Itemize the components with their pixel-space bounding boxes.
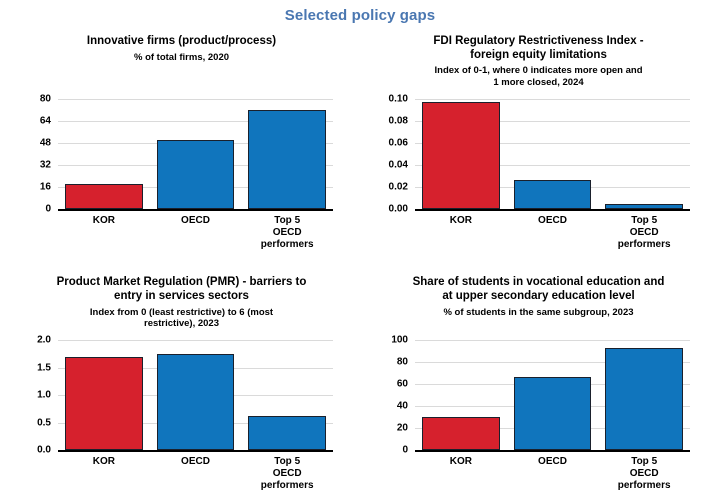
x-axis-tick-label: KOR xyxy=(92,456,115,468)
y-axis-tick-label: 1.5 xyxy=(37,362,51,374)
charts-grid: Innovative firms (product/process) % of … xyxy=(0,24,720,492)
chart-header: FDI Regulatory Restrictiveness Index - f… xyxy=(371,35,706,99)
bar-top-5-oecd-performers xyxy=(248,415,327,451)
bar-oecd xyxy=(513,180,592,209)
gridline xyxy=(58,121,333,122)
chart-title: FDI Regulatory Restrictiveness Index - f… xyxy=(433,35,644,61)
page-title: Selected policy gaps xyxy=(284,7,436,24)
bar-top-5-oecd-performers xyxy=(248,110,327,209)
x-axis-tick-label: OECD xyxy=(538,215,567,226)
gridline xyxy=(415,143,690,144)
y-axis-tick-label: 0.04 xyxy=(388,159,408,171)
y-axis-tick-label: 40 xyxy=(396,400,408,412)
gridline xyxy=(415,340,690,342)
gridline xyxy=(415,99,690,100)
plot-area: 0 20 40 60 80 100 xyxy=(391,335,690,456)
chart-header: Innovative firms (product/process) % of … xyxy=(14,35,349,99)
x-axis-labels: KOR OECD Top 5 OECD performers xyxy=(58,456,333,491)
chart-vocational-students: Share of students in vocational educatio… xyxy=(371,276,706,491)
x-axis-tick-label: Top 5 OECD performers xyxy=(260,456,314,491)
plot-area: 0 16 32 48 64 80 xyxy=(40,94,333,215)
x-axis-tick-label: Top 5 OECD performers xyxy=(617,215,671,250)
y-axis-tick-label: 0.10 xyxy=(388,93,408,105)
x-axis-tick-label: KOR xyxy=(449,215,472,226)
bar-oecd xyxy=(156,353,235,451)
y-axis-tick-label: 0.02 xyxy=(388,181,408,193)
bar-oecd xyxy=(513,376,592,451)
chart-title: Innovative firms (product/process) xyxy=(86,35,277,47)
x-axis-labels: KOR OECD Top 5 OECD performers xyxy=(415,215,690,250)
bar-kor xyxy=(64,356,143,451)
chart-pmr-barriers: Product Market Regulation (PMR) - barrie… xyxy=(14,276,349,491)
bar-kor xyxy=(421,102,500,209)
y-axis-tick-label: 0.00 xyxy=(388,203,408,215)
y-axis-tick-label: 0.08 xyxy=(388,115,408,127)
y-axis-tick-label: 0 xyxy=(402,444,408,456)
x-axis-labels: KOR OECD Top 5 OECD performers xyxy=(58,215,333,250)
y-axis-tick-label: 48 xyxy=(39,137,51,149)
y-axis-tick-label: 0.0 xyxy=(37,444,51,456)
plot-area: 0.0 0.5 1.0 1.5 2.0 xyxy=(37,335,333,456)
y-axis-tick-label: 0 xyxy=(45,203,51,215)
y-axis-tick-label: 0.06 xyxy=(388,137,408,149)
x-axis-tick-label: OECD xyxy=(538,456,567,468)
chart-subtitle: Index from 0 (least restrictive) to 6 (m… xyxy=(89,306,274,330)
x-axis-tick-label: OECD xyxy=(181,215,210,226)
x-axis-tick-label: Top 5 OECD performers xyxy=(617,456,671,491)
gridline xyxy=(415,121,690,122)
x-axis-labels: KOR OECD Top 5 OECD performers xyxy=(415,456,690,491)
x-axis-tick-label: Top 5 OECD performers xyxy=(260,215,314,250)
gridline xyxy=(415,165,690,166)
y-axis-tick-label: 1.0 xyxy=(37,389,51,401)
gridline xyxy=(58,99,333,100)
bar-kor xyxy=(64,184,143,209)
bar-oecd xyxy=(156,140,235,209)
y-axis-tick-label: 2.0 xyxy=(37,334,51,346)
chart-subtitle: % of total firms, 2020 xyxy=(133,51,230,63)
x-axis-tick-label: KOR xyxy=(449,456,472,468)
y-axis-tick-label: 64 xyxy=(39,115,51,127)
x-axis-tick-label: OECD xyxy=(181,456,210,468)
chart-header: Share of students in vocational educatio… xyxy=(371,276,706,340)
y-axis-tick-label: 0.5 xyxy=(37,417,51,429)
chart-header: Product Market Regulation (PMR) - barrie… xyxy=(14,276,349,340)
y-axis-tick-label: 32 xyxy=(39,159,51,171)
bar-kor xyxy=(421,417,500,451)
chart-subtitle: % of students in the same subgroup, 2023 xyxy=(443,306,634,318)
chart-subtitle: Index of 0-1, where 0 indicates more ope… xyxy=(434,65,643,88)
bar-top-5-oecd-performers xyxy=(605,203,684,209)
bar-top-5-oecd-performers xyxy=(605,348,684,451)
x-axis-tick-label: KOR xyxy=(92,215,115,226)
gridline xyxy=(415,362,690,364)
plot-area: 0.00 0.02 0.04 0.06 0.08 0.10 xyxy=(389,94,690,215)
y-axis-tick-label: 20 xyxy=(396,422,408,434)
chart-title: Share of students in vocational educatio… xyxy=(412,276,665,302)
y-axis-tick-label: 80 xyxy=(396,356,408,368)
y-axis-tick-label: 60 xyxy=(396,378,408,390)
chart-title: Product Market Regulation (PMR) - barrie… xyxy=(56,276,307,302)
chart-fdi-restrictiveness: FDI Regulatory Restrictiveness Index - f… xyxy=(371,35,706,250)
y-axis-tick-label: 80 xyxy=(39,93,51,105)
gridline xyxy=(58,340,333,342)
chart-innovative-firms: Innovative firms (product/process) % of … xyxy=(14,35,349,250)
y-axis-tick-label: 100 xyxy=(391,334,408,346)
y-axis-tick-label: 16 xyxy=(39,181,51,193)
